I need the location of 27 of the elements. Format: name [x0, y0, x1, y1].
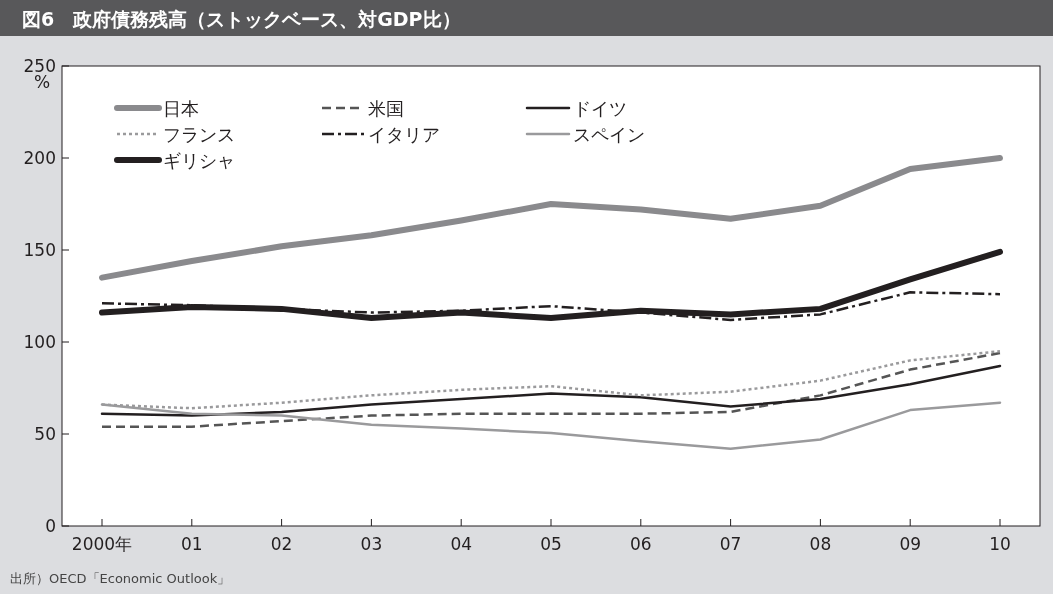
x-tick-label: 05	[540, 534, 562, 554]
x-tick-label: 08	[809, 534, 832, 554]
y-tick-label: 150	[23, 240, 56, 260]
legend-label: フランス	[163, 124, 235, 145]
legend-label: 日本	[163, 98, 199, 119]
line-series	[100, 351, 1002, 428]
y-tick-label: 200	[23, 148, 56, 168]
text: 出所）OECD「Economic Outlook」	[10, 571, 231, 586]
legend-label: ドイツ	[573, 98, 627, 119]
legend-label: スペイン	[573, 124, 645, 145]
x-tick-label: 2000年	[71, 534, 133, 554]
x-tick-label: 07	[719, 534, 742, 554]
legend-label: イタリア	[368, 124, 440, 145]
x-tick-label: 10	[989, 534, 1011, 554]
x-tick-label: 02	[270, 534, 293, 554]
x-tick-label: 01	[180, 534, 203, 554]
legend-label: ギリシャ	[163, 150, 235, 171]
legend-label: 米国	[368, 98, 404, 119]
y-tick-label: 50	[34, 424, 56, 444]
y-tick-label: 100	[23, 332, 56, 352]
x-tick-label: 09	[899, 534, 922, 554]
x-tick-label: 04	[450, 534, 473, 554]
y-tick-label: 0	[45, 516, 56, 536]
x-tick-label: 06	[629, 534, 652, 554]
chart-title: 図6 政府債務残高（ストックベース、対GDP比）	[22, 8, 461, 30]
x-tick-label: 03	[360, 534, 383, 554]
line-series	[100, 364, 1002, 417]
